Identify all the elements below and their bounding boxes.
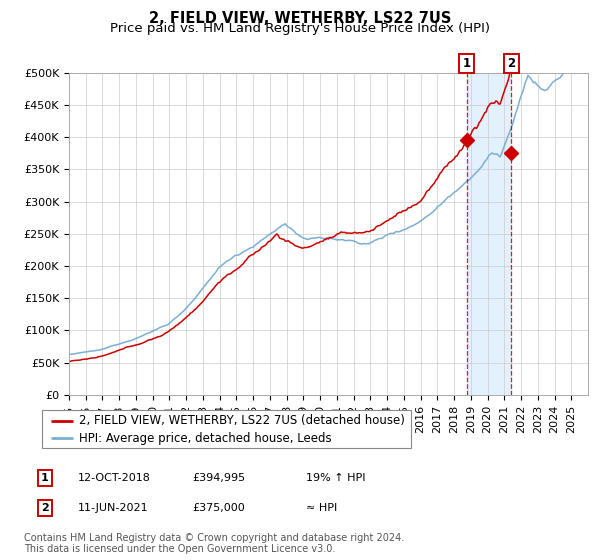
Text: HPI: Average price, detached house, Leeds: HPI: Average price, detached house, Leed… <box>79 432 332 445</box>
FancyBboxPatch shape <box>42 410 411 448</box>
Text: 11-JUN-2021: 11-JUN-2021 <box>78 503 149 513</box>
Text: 2: 2 <box>41 503 49 513</box>
Text: ≈ HPI: ≈ HPI <box>306 503 337 513</box>
Text: 2: 2 <box>507 57 515 70</box>
Text: 19% ↑ HPI: 19% ↑ HPI <box>306 473 365 483</box>
Text: £375,000: £375,000 <box>192 503 245 513</box>
Text: 1: 1 <box>463 57 470 70</box>
Text: Contains HM Land Registry data © Crown copyright and database right 2024.
This d: Contains HM Land Registry data © Crown c… <box>24 533 404 554</box>
Text: 2, FIELD VIEW, WETHERBY, LS22 7US (detached house): 2, FIELD VIEW, WETHERBY, LS22 7US (detac… <box>79 414 405 427</box>
Text: Price paid vs. HM Land Registry's House Price Index (HPI): Price paid vs. HM Land Registry's House … <box>110 22 490 35</box>
Text: 2, FIELD VIEW, WETHERBY, LS22 7US: 2, FIELD VIEW, WETHERBY, LS22 7US <box>149 11 451 26</box>
Text: 12-OCT-2018: 12-OCT-2018 <box>78 473 151 483</box>
Text: £394,995: £394,995 <box>192 473 245 483</box>
Text: 1: 1 <box>41 473 49 483</box>
Bar <box>467 73 511 395</box>
